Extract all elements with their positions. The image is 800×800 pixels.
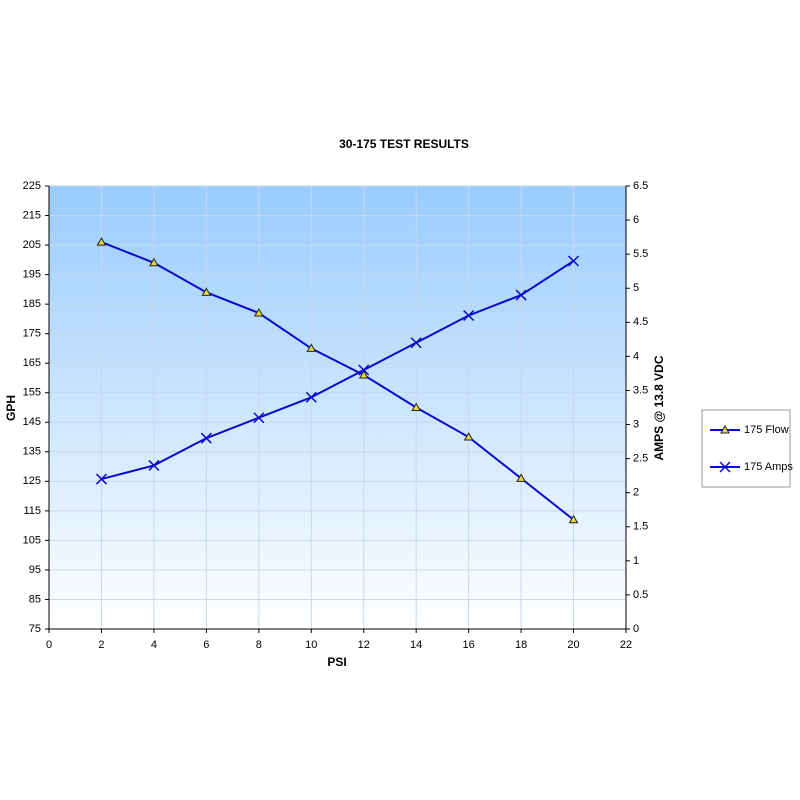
y-tick-label: 185: [23, 298, 41, 310]
data-point: [463, 309, 475, 322]
y-tick-label: 145: [23, 416, 41, 428]
y2-tick-label: 0: [633, 623, 639, 635]
x-tick-label: 4: [151, 639, 157, 651]
y2-tick-label: 4.5: [633, 316, 648, 328]
y-tick-label: 155: [23, 387, 41, 399]
data-point: [568, 514, 579, 524]
data-point: [463, 432, 474, 441]
y-tick-label: 175: [23, 328, 41, 340]
data-point: [95, 473, 107, 485]
data-point: [411, 402, 422, 411]
x-tick-label: 2: [98, 639, 104, 651]
x-tick-label: 22: [620, 639, 632, 651]
data-point: [305, 391, 317, 403]
legend-label: 175 Flow: [744, 424, 789, 436]
data-point: [410, 337, 422, 349]
y-tick-label: 95: [29, 564, 41, 576]
x-tick-label: 20: [567, 639, 579, 651]
data-point: [515, 289, 527, 301]
y2-tick-label: 3: [633, 418, 639, 430]
data-point: [516, 473, 526, 482]
x-tick-label: 10: [305, 639, 317, 651]
y-tick-label: 135: [23, 446, 41, 458]
y-tick-label: 215: [23, 209, 41, 221]
x-tick-label: 18: [515, 639, 527, 651]
y2-axis-label: AMPS @ 13.8 VDC: [652, 355, 666, 460]
y2-tick-label: 1.5: [633, 521, 648, 533]
x-tick-label: 12: [358, 639, 370, 651]
y2-tick-label: 3.5: [633, 384, 648, 396]
data-point: [148, 459, 160, 471]
plot-area: [49, 186, 626, 629]
y-tick-label: 205: [23, 239, 41, 251]
x-tick-label: 6: [203, 639, 209, 651]
data-point: [306, 343, 317, 352]
y-tick-label: 115: [23, 505, 41, 517]
series-line: [101, 241, 575, 521]
y-tick-label: 165: [23, 357, 41, 369]
series-line: [101, 260, 575, 481]
data-point: [253, 307, 264, 317]
y-tick-label: 85: [29, 593, 41, 605]
data-point: [568, 255, 580, 267]
y-tick-label: 125: [23, 475, 41, 487]
y2-tick-label: 5: [633, 282, 639, 294]
y-tick-label: 105: [23, 534, 41, 546]
x-tick-label: 16: [463, 639, 475, 651]
y2-tick-label: 5.5: [633, 248, 648, 260]
legend-marker: [720, 424, 730, 434]
y2-tick-label: 2.5: [633, 453, 648, 465]
y2-tick-label: 4: [633, 350, 639, 362]
y2-tick-label: 2: [633, 487, 639, 499]
data-point: [96, 237, 107, 246]
y-tick-label: 195: [23, 269, 41, 281]
data-point: [253, 412, 265, 424]
data-point: [149, 257, 159, 267]
x-tick-label: 8: [256, 639, 262, 651]
y-tick-label: 75: [29, 623, 41, 635]
y2-tick-label: 6: [633, 214, 639, 226]
data-point: [358, 370, 369, 379]
x-tick-label: 0: [46, 639, 52, 651]
legend-marker: [719, 461, 731, 473]
y-tick-label: 225: [23, 180, 41, 192]
chart-title: 30-175 TEST RESULTS: [339, 137, 469, 151]
legend-box: [701, 409, 791, 488]
y2-tick-label: 1: [633, 555, 639, 567]
y2-tick-label: 0.5: [633, 589, 648, 601]
x-axis-label: PSI: [327, 655, 346, 669]
data-point: [358, 364, 370, 376]
data-point: [200, 432, 212, 444]
x-tick-label: 14: [410, 639, 422, 651]
y2-tick-label: 6.5: [633, 180, 648, 192]
y-axis-label: GPH: [4, 395, 18, 421]
legend-label: 175 Amps: [744, 461, 793, 473]
data-point: [201, 287, 212, 296]
